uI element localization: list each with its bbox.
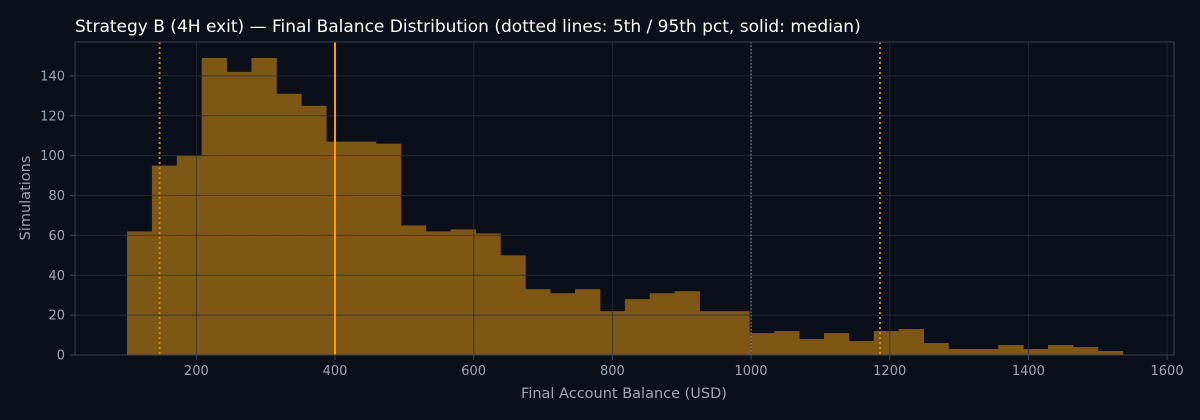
histogram-bar (176, 155, 203, 355)
histogram-bar (500, 255, 526, 355)
histogram-bar (450, 229, 476, 355)
histogram-bar (823, 333, 850, 355)
histogram-bar (425, 231, 452, 355)
histogram-bar (201, 57, 227, 356)
histogram-bar (226, 71, 252, 356)
y-tick-label: 40 (48, 269, 65, 284)
y-tick-label: 20 (48, 309, 65, 324)
histogram-bar (674, 291, 700, 355)
y-tick-label: 140 (40, 69, 65, 84)
histogram-bars (127, 57, 1124, 356)
histogram-bar (475, 233, 501, 355)
histogram-bar (923, 343, 949, 355)
histogram-bar (1023, 349, 1049, 355)
x-tick-label: 1200 (873, 364, 906, 379)
x-tick-label: 1600 (1151, 364, 1184, 379)
x-tick-label: 600 (461, 364, 486, 379)
histogram-bar (351, 141, 377, 355)
histogram-bar (251, 57, 277, 356)
histogram-bar (1072, 347, 1099, 355)
histogram-bar (1097, 351, 1124, 355)
histogram-bar (873, 331, 900, 355)
x-tick-label: 1400 (1012, 364, 1045, 379)
y-axis-label: Simulations (18, 156, 34, 241)
histogram-bar (301, 105, 327, 356)
y-tick-label: 60 (48, 229, 65, 244)
histogram-bar (749, 333, 775, 355)
histogram-bar (400, 225, 427, 355)
histogram-bar (525, 289, 551, 355)
histogram-bar (127, 231, 153, 355)
x-tick-label: 200 (184, 364, 209, 379)
histogram-bar (326, 141, 352, 355)
y-tick-label: 100 (40, 149, 65, 164)
histogram-bar (624, 299, 651, 355)
x-axis-label: Final Account Balance (USD) (521, 386, 727, 402)
plot-frame (74, 41, 1175, 356)
histogram-bar (151, 165, 178, 355)
histogram-bar (898, 329, 924, 355)
histogram-bar (699, 311, 725, 355)
histogram-bar (973, 349, 999, 355)
histogram-bar (375, 143, 402, 355)
histogram-bar (649, 293, 676, 355)
y-tick-label: 0 (57, 349, 65, 364)
y-tick-label: 120 (40, 109, 65, 124)
percentile-lines (158, 42, 882, 355)
histogram-bar (550, 293, 576, 355)
histogram-bar (1048, 345, 1074, 355)
chart-title: Strategy B (4H exit) — Final Balance Dis… (75, 17, 861, 37)
y-tick-label: 80 (48, 189, 65, 204)
axes (70, 41, 1175, 360)
histogram-bar (948, 349, 974, 355)
x-tick-label: 800 (600, 364, 625, 379)
histogram-bar (848, 341, 875, 355)
x-tick-label: 1000 (734, 364, 767, 379)
tick-labels: 200 400 600 800 1000 1200 1400 1600 0 20 40 60 80 100… (40, 69, 1183, 379)
histogram-bar (998, 345, 1024, 355)
histogram-bar (799, 339, 825, 355)
x-tick-label: 400 (323, 364, 348, 379)
histogram-bar (575, 289, 601, 355)
histogram-bar (774, 331, 800, 355)
histogram-bar (276, 93, 302, 355)
histogram-bar (724, 311, 750, 355)
